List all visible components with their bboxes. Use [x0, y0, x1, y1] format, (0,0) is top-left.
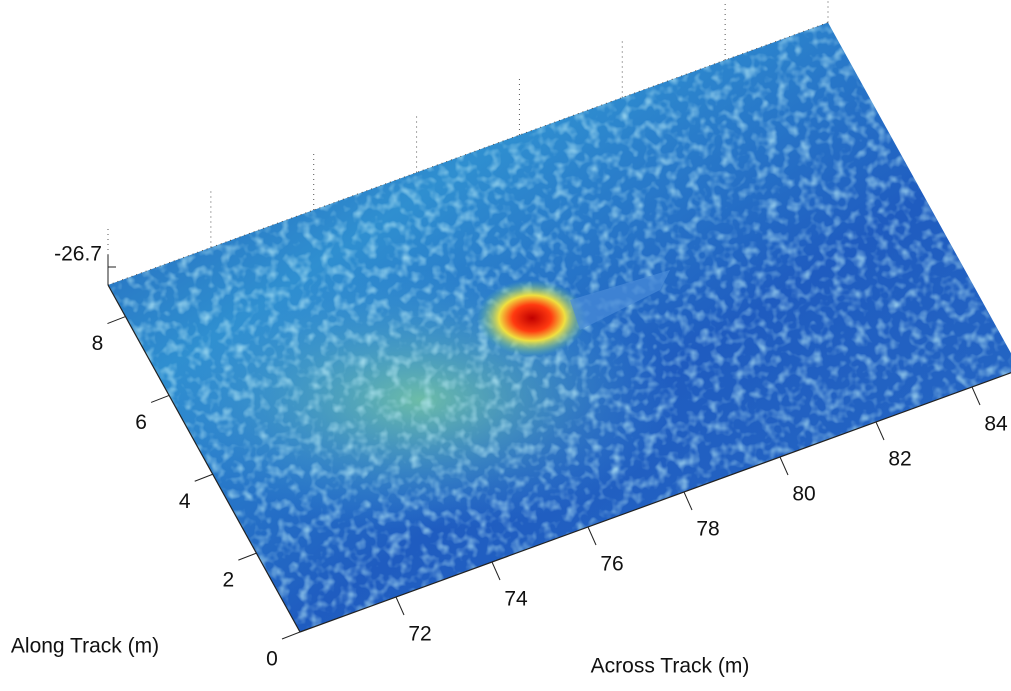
- x-tick: [684, 492, 692, 510]
- y-tick-label: 0: [266, 648, 278, 671]
- x-tick: [588, 527, 596, 545]
- y-tick-label: 4: [179, 490, 191, 513]
- page: Along Track (m) Across Track (m) 72 74 76 7…: [0, 0, 1011, 686]
- x-tick: [972, 387, 980, 405]
- x-tick: [492, 562, 500, 580]
- x-tick-label: 78: [696, 518, 719, 541]
- x-tick-label: 80: [792, 483, 815, 506]
- x-tick-label: 72: [408, 623, 431, 646]
- y-tick-label: 8: [92, 332, 104, 355]
- x-tick-label: 84: [984, 413, 1008, 436]
- surface-peak: [477, 280, 587, 356]
- y-tick: [151, 395, 169, 402]
- chart: Along Track (m) Across Track (m) 72 74 76 7…: [0, 0, 1011, 686]
- x-tick-label: 76: [600, 553, 623, 576]
- x-tick-label: 74: [504, 588, 528, 611]
- y-tick: [195, 474, 213, 481]
- z-tick-label: -26.7: [54, 243, 102, 266]
- x-tick: [396, 597, 404, 615]
- y-tick: [238, 553, 256, 560]
- y-axis-title: Along Track (m): [11, 635, 159, 658]
- y-tick: [282, 632, 300, 639]
- x-tick: [876, 422, 884, 440]
- surface: [0, 0, 1011, 686]
- x-tick: [780, 457, 788, 475]
- y-tick: [107, 317, 125, 324]
- y-tick-label: 6: [135, 411, 147, 434]
- x-axis-title: Across Track (m): [591, 655, 750, 678]
- y-tick-label: 2: [223, 569, 235, 592]
- x-tick-label: 82: [888, 448, 911, 471]
